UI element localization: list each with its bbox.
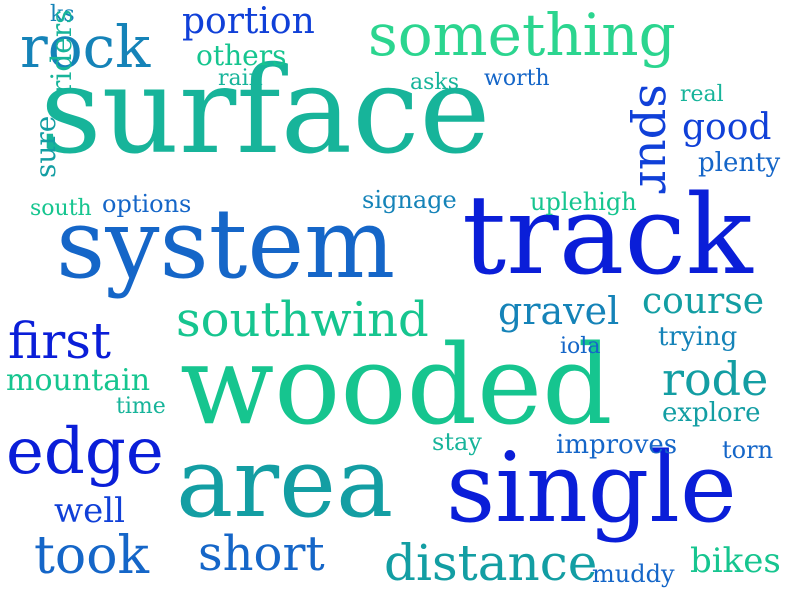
word-wooded: wooded — [180, 321, 613, 449]
word-spur: spur — [628, 84, 684, 194]
word-southwind: southwind — [176, 292, 429, 348]
word-took: took — [34, 526, 150, 586]
word-something: something — [368, 1, 676, 69]
word-uplehigh: uplehigh — [530, 188, 637, 216]
word-track: track — [462, 171, 753, 299]
word-edge: edge — [6, 415, 164, 489]
word-rain: rain — [218, 66, 263, 91]
word-riders: riders — [45, 9, 78, 94]
word-distance: distance — [384, 534, 598, 592]
word-worth: worth — [484, 66, 550, 91]
word-single: single — [446, 432, 737, 544]
word-bikes: bikes — [690, 541, 781, 581]
word-surface: surface — [40, 42, 491, 181]
word-course: course — [642, 281, 765, 322]
word-short: short — [198, 526, 325, 582]
word-muddy: muddy — [592, 560, 675, 588]
word-trying: trying — [658, 322, 738, 352]
word-asks: asks — [410, 70, 460, 95]
word-time: time — [116, 394, 166, 419]
word-good: good — [682, 107, 772, 148]
word-south: south — [30, 196, 92, 221]
word-area: area — [176, 427, 394, 539]
word-options: options — [102, 190, 192, 218]
word-stay: stay — [432, 428, 482, 456]
word-mountain: mountain — [6, 363, 151, 398]
word-torn: torn — [722, 436, 774, 464]
word-first: first — [8, 312, 112, 370]
word-portion: portion — [182, 1, 315, 42]
word-real: real — [680, 82, 724, 107]
word-sure: sure — [29, 115, 62, 178]
word-plenty: plenty — [698, 148, 781, 178]
word-ks: ks — [50, 2, 75, 27]
word-system: system — [56, 188, 396, 300]
word-rode: rode — [662, 352, 769, 406]
word-rock: rock — [20, 13, 151, 81]
word-signage: signage — [362, 186, 457, 214]
word-explore: explore — [662, 398, 761, 428]
word-others: others — [196, 39, 287, 72]
word-well: well — [54, 491, 125, 531]
word-improves: improves — [556, 430, 678, 460]
word-iola: iola — [560, 334, 601, 359]
word-gravel: gravel — [498, 289, 620, 333]
